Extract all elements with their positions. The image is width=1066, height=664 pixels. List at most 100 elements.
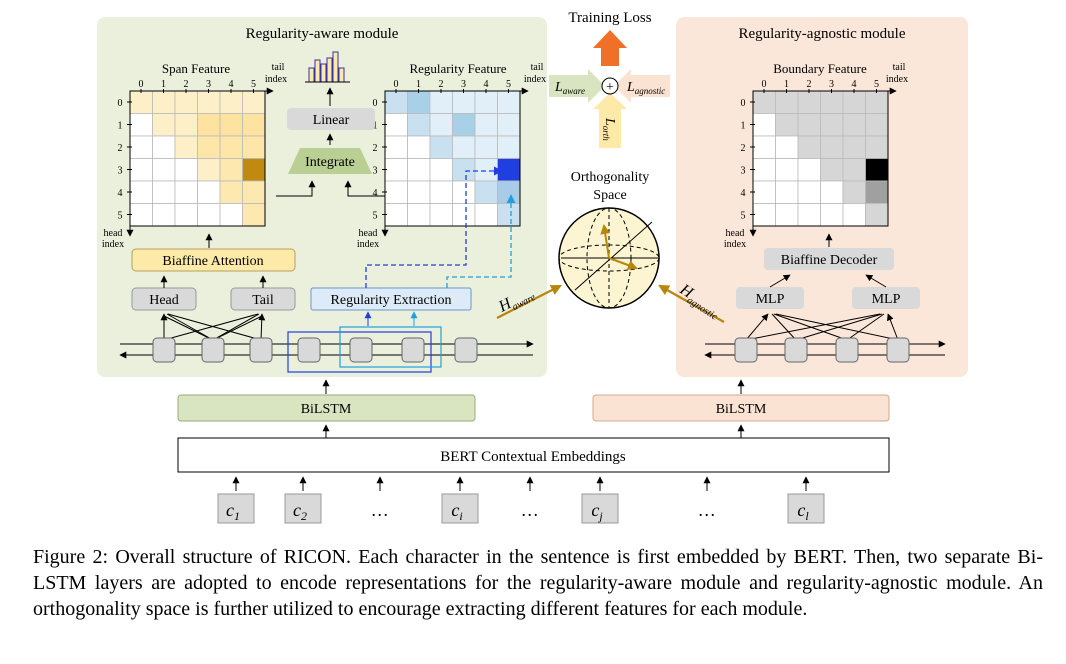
orthogonality-sphere bbox=[558, 207, 660, 309]
regularity-feature-cell bbox=[407, 158, 431, 182]
boundary-feature-cell bbox=[797, 113, 821, 137]
span-feature-cell bbox=[174, 180, 198, 204]
span-window-light bbox=[339, 326, 442, 368]
span-feature-row-index: 3 bbox=[118, 166, 123, 177]
loss-orth-label: Lorth bbox=[601, 117, 617, 141]
span-feature-cell bbox=[242, 113, 266, 137]
orthogonality-label-1: Orthogonality bbox=[571, 170, 650, 185]
boundary-feature-cell bbox=[820, 158, 844, 182]
span-feature-row-index: 1 bbox=[118, 121, 123, 132]
svg-text:head: head bbox=[359, 228, 378, 239]
regularity-feature-cell bbox=[407, 90, 431, 114]
bilstm-aware-label: BiLSTM bbox=[301, 402, 352, 417]
svg-text:index: index bbox=[886, 74, 908, 85]
boundary-feature-cell bbox=[797, 135, 821, 159]
span-feature-cell bbox=[174, 203, 198, 227]
boundary-feature-cell bbox=[842, 113, 866, 137]
span-feature-cell bbox=[242, 90, 266, 114]
boundary-feature-row-index: 4 bbox=[741, 188, 746, 199]
boundary-feature-cell bbox=[820, 113, 844, 137]
span-feature-row-index: 0 bbox=[118, 98, 123, 109]
agnostic-bilstm-cells bbox=[734, 337, 910, 363]
regularity-feature-cell bbox=[497, 203, 521, 227]
input-token-label: cj bbox=[591, 500, 603, 523]
boundary-feature-cell bbox=[820, 135, 844, 159]
boundary-feature-cell bbox=[775, 180, 799, 204]
span-feature-cell bbox=[197, 180, 221, 204]
span-feature-col-index: 1 bbox=[161, 79, 166, 90]
span-feature-cell bbox=[242, 180, 266, 204]
boundary-feature-cell bbox=[842, 180, 866, 204]
span-feature-cell bbox=[219, 135, 243, 159]
span-feature-cell bbox=[242, 203, 266, 227]
regularity-feature-cell bbox=[452, 113, 476, 137]
regularity-feature-cell bbox=[497, 135, 521, 159]
span-feature-cell bbox=[129, 90, 153, 114]
span-feature-cell bbox=[152, 135, 176, 159]
regularity-feature-cell bbox=[497, 113, 521, 137]
span-head-index: head index bbox=[102, 228, 124, 250]
regularity-feature-cell bbox=[497, 90, 521, 114]
h-aware-arrow bbox=[496, 285, 562, 319]
svg-text:index: index bbox=[724, 239, 746, 250]
svg-text:head: head bbox=[104, 228, 123, 239]
input-token-box bbox=[217, 493, 255, 524]
span-feature-col-index: 4 bbox=[229, 79, 234, 90]
span-feature-col-index: 0 bbox=[139, 79, 144, 90]
input-token-label: cl bbox=[797, 500, 809, 523]
boundary-feature-col-index: 1 bbox=[784, 79, 789, 90]
span-feature-col-index: 2 bbox=[184, 79, 189, 90]
regularity-feature-col-index: 1 bbox=[416, 79, 421, 90]
regularity-feature-cell bbox=[384, 180, 408, 204]
boundary-feature-row-index: 5 bbox=[741, 211, 746, 222]
regularity-feature-cell bbox=[474, 158, 498, 182]
boundary-feature-grid: 0 1 2 3 4 5 0 1 2 3 4 5 bbox=[741, 79, 897, 237]
span-feature-cell bbox=[219, 158, 243, 182]
boundary-feature-cell bbox=[865, 158, 889, 182]
regularity-feature-col-index: 0 bbox=[394, 79, 399, 90]
boundary-feature-cell bbox=[775, 113, 799, 137]
boundary-feature-col-index: 3 bbox=[829, 79, 834, 90]
regularity-feature-cell bbox=[452, 90, 476, 114]
integrate-label: Integrate bbox=[305, 155, 355, 170]
boundary-feature-cell bbox=[775, 135, 799, 159]
regularity-feature-cell bbox=[384, 203, 408, 227]
aware-bilstm-cells bbox=[152, 337, 478, 363]
input-tokens: c1 c2 … ci … cj … cl bbox=[217, 476, 825, 524]
svg-text:index: index bbox=[357, 239, 379, 250]
regularity-feature-cell bbox=[429, 180, 453, 204]
regularity-feature-cell bbox=[474, 90, 498, 114]
boundary-feature-cell bbox=[820, 90, 844, 114]
bilstm-aware-bar bbox=[177, 394, 476, 422]
training-loss-arrow bbox=[593, 30, 627, 66]
span-feature-cell bbox=[197, 158, 221, 182]
aware-module-title: Regularity-aware module bbox=[246, 26, 399, 42]
span-feature-cell bbox=[174, 90, 198, 114]
bnd-tail-index: tail index bbox=[886, 62, 908, 85]
boundary-feature-cell bbox=[865, 203, 889, 227]
svg-text:index: index bbox=[524, 74, 546, 85]
regularity-feature-cell bbox=[452, 158, 476, 182]
regularity-feature-cell bbox=[452, 180, 476, 204]
regularity-feature-row-index: 4 bbox=[373, 188, 378, 199]
boundary-feature-cell bbox=[797, 90, 821, 114]
regularity-feature-cell bbox=[429, 203, 453, 227]
boundary-feature-cell bbox=[752, 113, 776, 137]
regularity-feature-row-index: 0 bbox=[373, 98, 378, 109]
regularity-feature-col-index: 3 bbox=[461, 79, 466, 90]
mlp-left-label: MLP bbox=[756, 292, 785, 307]
span-feature-cell bbox=[152, 113, 176, 137]
span-feature-cell bbox=[197, 135, 221, 159]
span-feature-cell bbox=[129, 203, 153, 227]
boundary-feature-col-index: 4 bbox=[852, 79, 857, 90]
bilstm-agnostic-label: BiLSTM bbox=[716, 402, 767, 417]
linear-label: Linear bbox=[313, 113, 350, 128]
span-feature-cell bbox=[152, 90, 176, 114]
regularity-feature-cell bbox=[452, 135, 476, 159]
caption-label: Figure 2: bbox=[33, 546, 109, 568]
boundary-feature-cell bbox=[752, 203, 776, 227]
boundary-feature-cell bbox=[752, 135, 776, 159]
mlp-right-box bbox=[852, 287, 920, 309]
boundary-feature-col-index: 5 bbox=[874, 79, 879, 90]
boundary-feature-cell bbox=[797, 203, 821, 227]
